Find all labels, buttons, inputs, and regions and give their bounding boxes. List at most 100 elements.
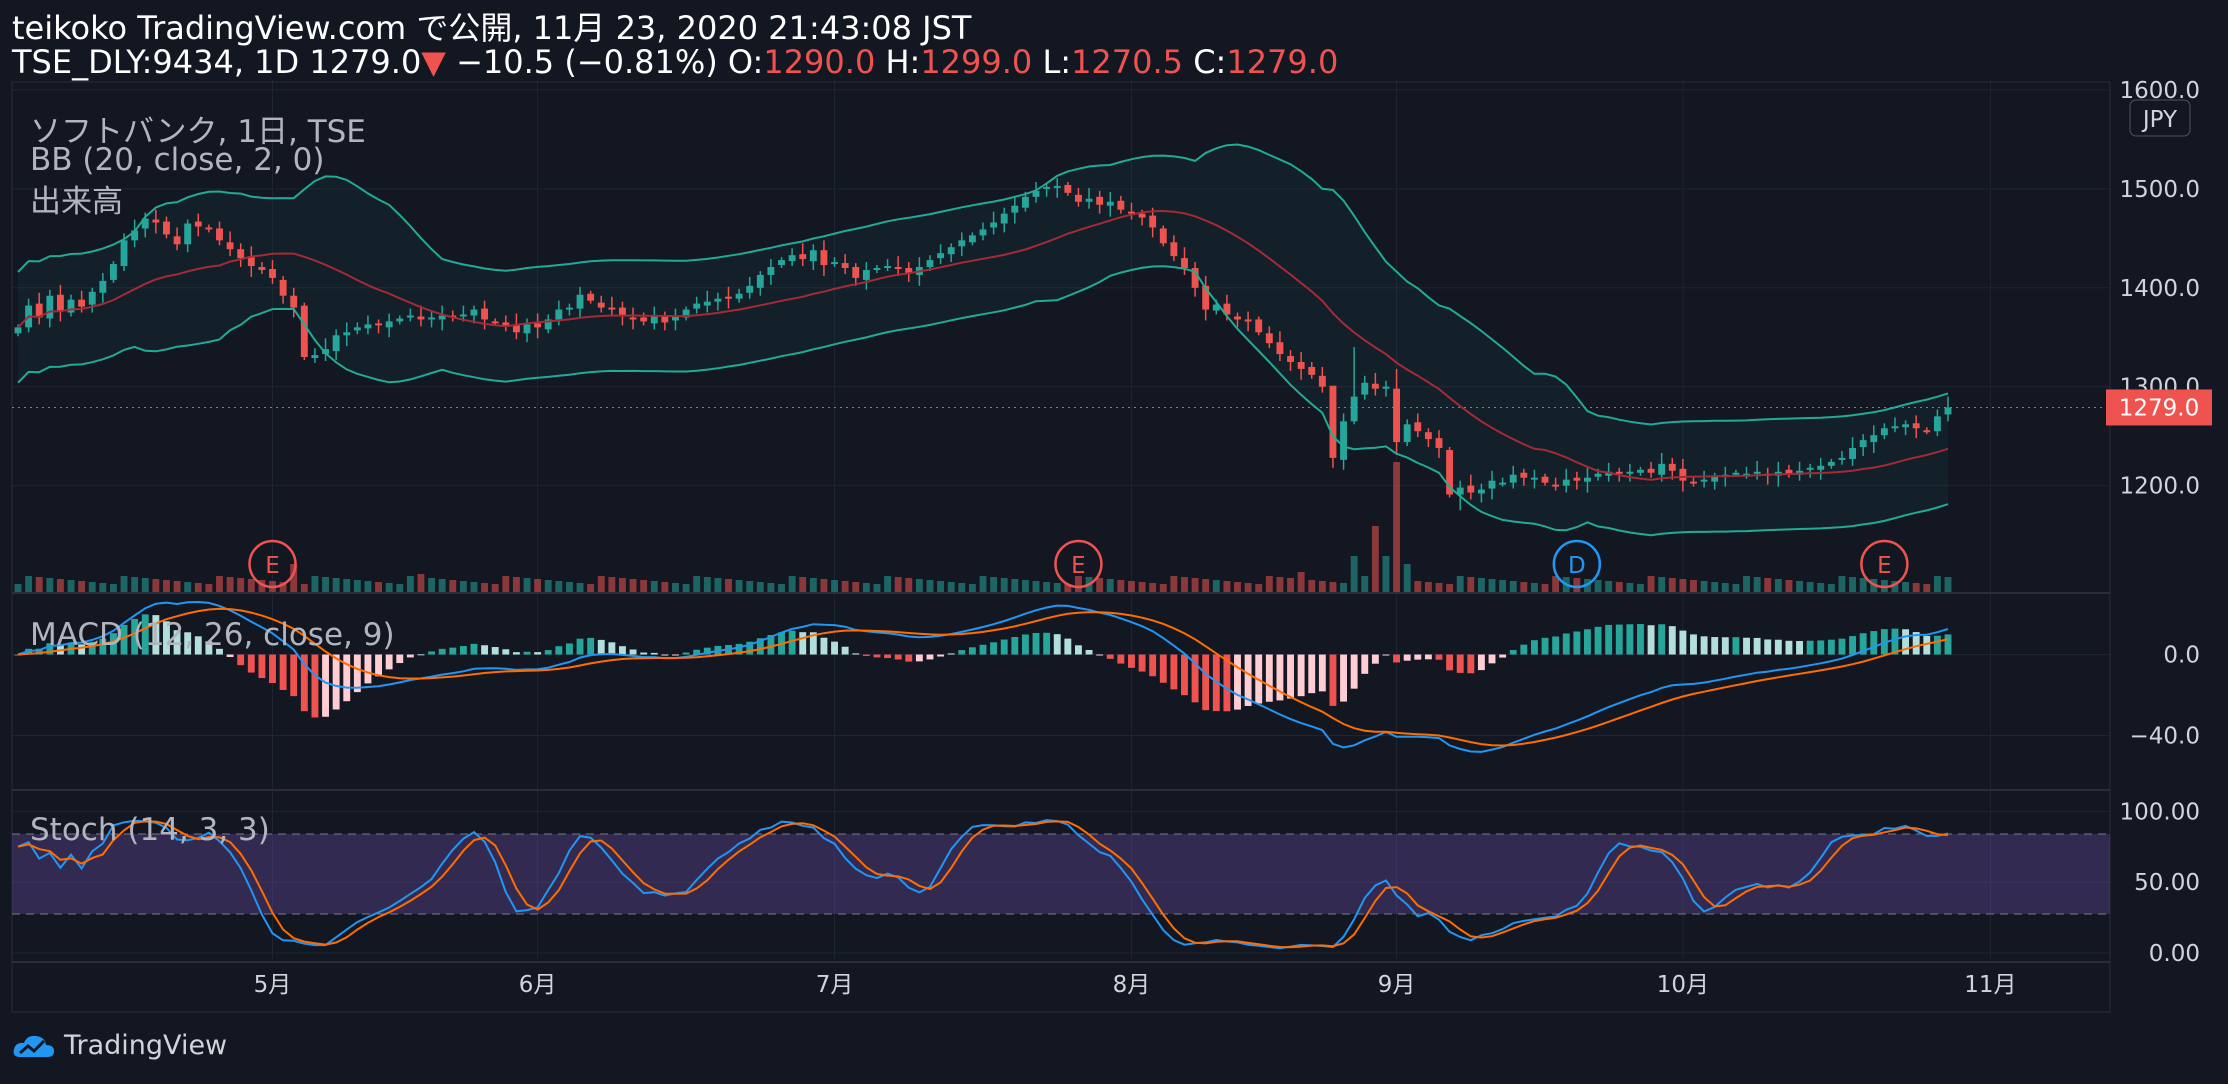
candle-body [1350,396,1358,422]
volume-bar [565,582,573,592]
candle-body [661,315,669,323]
candle-body [958,240,966,247]
candle-body [1000,213,1008,224]
candle-body [714,298,722,302]
volume-bar [1923,584,1931,592]
macd-hist-bar [1615,624,1623,655]
volume-bar [396,584,404,592]
candle-body [279,279,287,296]
macd-hist-bar [1202,654,1210,711]
bb-label[interactable]: BB (20, close, 2, 0) [30,142,325,178]
candle-body [1234,316,1241,320]
candle-body [756,274,764,288]
candle-body [1541,476,1549,483]
candle-body [1711,476,1719,482]
candle-body [1096,196,1104,205]
macd-hist-bar [470,643,478,655]
volume-bar [523,578,531,592]
candle-body [629,317,637,320]
volume-label[interactable]: 出来高 [30,184,123,220]
candle-body [1530,477,1538,480]
macd-hist-bar [1732,637,1740,655]
main-title[interactable]: ソフトバンク, 1日, TSE [30,114,366,150]
volume-bar [725,579,732,592]
macd-hist-bar [290,654,298,697]
candle-body [459,314,467,317]
volume-bar [1849,577,1857,592]
volume-bar [608,577,616,592]
macd-hist-bar [396,654,404,664]
volume-bar [1838,576,1846,592]
volume-bar [120,576,128,592]
macd-label[interactable]: MACD (12, 26, close, 9) [30,617,395,653]
macd-hist-bar [247,654,255,673]
macd-hist-bar [1382,654,1390,656]
macd-hist-bar [300,654,308,712]
volume-bar [152,579,160,592]
candle-body [1817,465,1825,470]
macd-hist-bar [152,615,160,655]
candle-body [1181,258,1188,269]
macd-hist-bar [1912,632,1920,655]
macd-hist-bar [555,646,563,655]
low-label: L: [1042,43,1072,81]
volume-bar [491,584,499,592]
candle-body [990,222,998,228]
macd-hist-bar [979,644,987,655]
candle-body [725,296,732,299]
macd-hist-bar [937,654,945,657]
time-axis[interactable]: 5月6月7月8月9月10月11月12月 [254,972,2228,998]
macd-hist-bar [1605,624,1613,655]
volume-bar [353,580,361,592]
volume-bar [502,576,510,592]
volume-bar [481,583,489,592]
stoch-k-line [17,819,1949,950]
candle-body [35,303,43,318]
macd-tick-label: 0.0 [2163,643,2200,669]
candles[interactable] [14,178,1952,511]
volume-bar [1371,526,1379,592]
candle-body [1255,319,1263,333]
macd-hist-bar [1711,637,1719,655]
volume-bar [1859,578,1867,592]
volume-bar [1711,582,1719,592]
high-value: 1299.0 [920,43,1033,81]
candle-body [311,355,319,359]
candle-body [67,299,75,313]
volume-bar [799,577,807,592]
event-marker-label: D [1568,553,1586,579]
macd-hist-bar [1477,654,1485,671]
macd-hist-bar [1743,637,1750,655]
macd-hist-bar [1870,631,1878,655]
candle-body [1520,472,1528,478]
candle-body [937,253,945,259]
macd-hist-bar [1064,638,1072,655]
macd-hist-bar [269,654,276,684]
volume-bar [905,578,913,592]
candle-body [672,316,679,321]
currency-badge[interactable]: JPY [2129,99,2191,137]
candle-body [544,319,552,330]
stoch-label[interactable]: Stoch (14, 3, 3) [30,812,270,848]
macd-hist-bar [78,644,86,655]
volume-bar [258,580,266,592]
volume-bar [1255,584,1263,592]
volume-bar [873,584,881,592]
volume-bar [163,580,170,592]
last-price-text: 1279.0 [2119,395,2199,421]
macd-hist-bar [1849,636,1857,655]
candle-body [1371,383,1379,389]
volume-bar [449,580,457,592]
brand[interactable]: TradingView [12,1030,227,1061]
macd-hist-bar [438,648,446,655]
macd-hist-bar [1053,634,1061,655]
macd-hist-bar [1244,654,1252,706]
macd-hist-bar [1753,637,1761,655]
candle-body [396,318,404,322]
candle-body [576,294,584,309]
price-axis[interactable]: 1600.01500.01400.01300.01200.00.0−40.010… [2120,78,2200,967]
volume-bar [1329,582,1337,592]
macd-hist-bar [1085,649,1093,655]
